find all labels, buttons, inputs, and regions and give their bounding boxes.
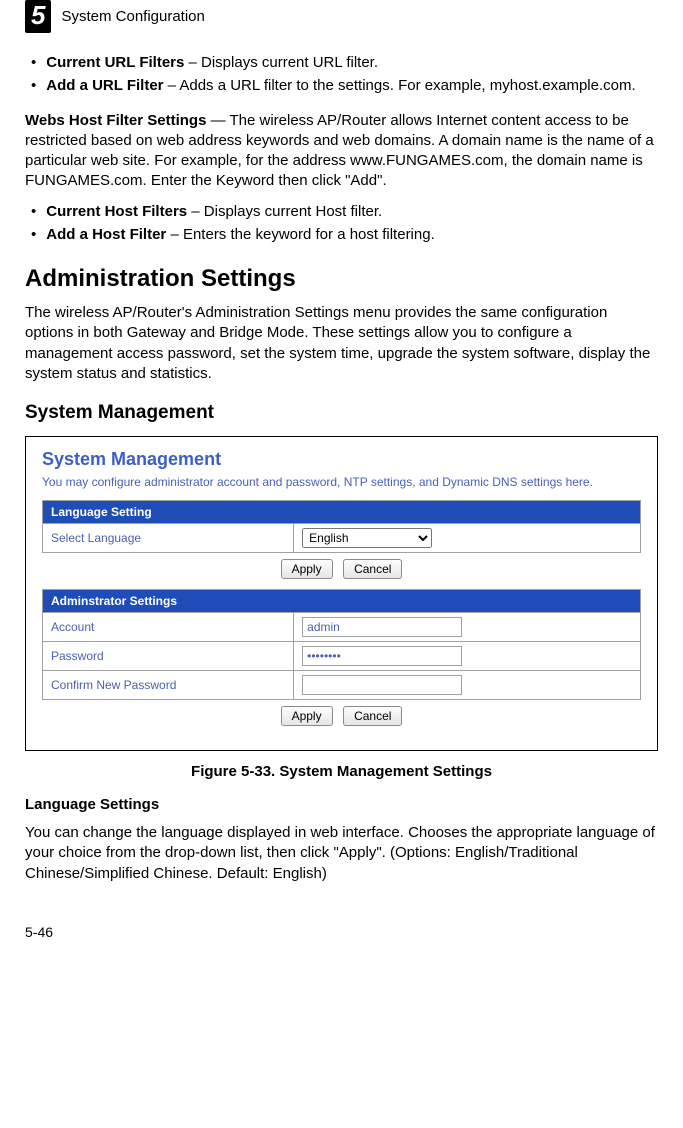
chapter-header: 5 System Configuration (25, 0, 658, 33)
admin-button-row: Apply Cancel (42, 706, 641, 726)
para-bold: Webs Host Filter Settings (25, 112, 206, 129)
admin-settings-para: The wireless AP/Router's Administration … (25, 303, 658, 384)
language-setting-header: Language Setting (43, 501, 641, 524)
list-item: Current URL Filters – Displays current U… (25, 53, 658, 73)
bullet-text: – Displays current URL filter. (184, 54, 378, 71)
bullet-bold: Current Host Filters (46, 203, 187, 220)
chapter-title: System Configuration (61, 8, 204, 25)
host-filters-list: Current Host Filters – Displays current … (25, 202, 658, 246)
password-cell (294, 642, 641, 671)
confirm-password-cell (294, 671, 641, 700)
figure-caption: Figure 5-33. System Management Settings (25, 763, 658, 780)
apply-button[interactable]: Apply (281, 559, 333, 579)
confirm-password-input[interactable] (302, 675, 462, 695)
bullet-text: – Adds a URL filter to the settings. For… (164, 77, 636, 94)
language-settings-para: You can change the language displayed in… (25, 823, 658, 884)
account-label: Account (43, 613, 294, 642)
bullet-text: – Enters the keyword for a host filterin… (166, 226, 434, 243)
system-management-heading: System Management (25, 402, 658, 424)
bullet-bold: Add a Host Filter (46, 226, 166, 243)
admin-settings-heading: Administration Settings (25, 265, 658, 293)
cancel-button[interactable]: Cancel (343, 706, 402, 726)
bullet-bold: Current URL Filters (46, 54, 184, 71)
bullet-bold: Add a URL Filter (46, 77, 163, 94)
account-cell (294, 613, 641, 642)
admin-settings-table: Adminstrator Settings Account Password C… (42, 589, 641, 700)
webs-host-para: Webs Host Filter Settings — The wireless… (25, 111, 658, 192)
bullet-text: – Displays current Host filter. (187, 203, 382, 220)
chapter-number: 5 (25, 0, 51, 33)
language-select[interactable]: English (302, 528, 432, 548)
language-button-row: Apply Cancel (42, 559, 641, 579)
page-number: 5-46 (25, 924, 658, 940)
select-language-label: Select Language (43, 524, 294, 553)
password-input[interactable] (302, 646, 462, 666)
language-setting-table: Language Setting Select Language English (42, 500, 641, 553)
account-input[interactable] (302, 617, 462, 637)
screenshot-title: System Management (42, 449, 641, 470)
cancel-button[interactable]: Cancel (343, 559, 402, 579)
url-filters-list: Current URL Filters – Displays current U… (25, 53, 658, 97)
admin-settings-header: Adminstrator Settings (43, 590, 641, 613)
list-item: Add a Host Filter – Enters the keyword f… (25, 225, 658, 245)
password-label: Password (43, 642, 294, 671)
apply-button[interactable]: Apply (281, 706, 333, 726)
list-item: Current Host Filters – Displays current … (25, 202, 658, 222)
select-language-cell: English (294, 524, 641, 553)
language-settings-heading: Language Settings (25, 796, 658, 813)
system-management-screenshot: System Management You may configure admi… (25, 436, 658, 751)
list-item: Add a URL Filter – Adds a URL filter to … (25, 76, 658, 96)
screenshot-desc: You may configure administrator account … (42, 474, 641, 490)
confirm-password-label: Confirm New Password (43, 671, 294, 700)
